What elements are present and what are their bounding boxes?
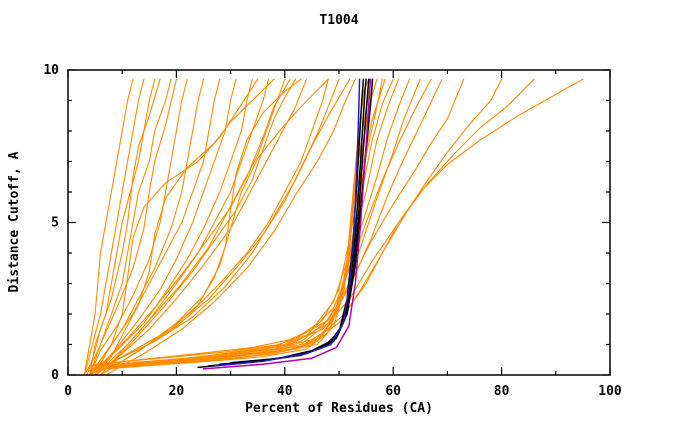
model-curve-orange [89, 78, 302, 376]
x-tick-label: 0 [64, 384, 72, 399]
model-curve-orange [94, 78, 465, 367]
model-curve-orange [89, 78, 156, 376]
model-curves [83, 78, 584, 376]
x-tick-label: 100 [598, 384, 622, 399]
model-curve-orange [94, 78, 329, 376]
model-curve-orange [99, 78, 503, 368]
model-curve-black [219, 78, 370, 366]
model-curve-orange [89, 78, 253, 376]
model-curve-black [197, 78, 365, 369]
model-curve-orange [99, 78, 443, 370]
model-curve-orange [89, 78, 172, 376]
x-tick-label: 40 [277, 384, 293, 399]
x-tick-label: 20 [169, 384, 185, 399]
model-curve-orange [89, 78, 386, 367]
model-curve-orange [89, 78, 221, 376]
model-curve-orange [94, 78, 275, 376]
model-curve-orange [83, 78, 134, 376]
model-curve-orange [83, 78, 145, 376]
model-curve-orange [89, 78, 188, 376]
model-curve-orange [89, 78, 373, 371]
axis-ticks [67, 69, 611, 376]
model-curve-orange [89, 78, 291, 376]
model-curve-orange [99, 78, 270, 376]
model-curve-blue [213, 78, 361, 367]
y-tick-label: 0 [51, 368, 59, 383]
x-tick-label: 60 [385, 384, 401, 399]
model-curve-orange [86, 78, 161, 376]
model-curve-black [229, 78, 374, 364]
model-curve-orange [89, 78, 351, 376]
x-axis-label: Percent of Residues (CA) [245, 401, 433, 416]
model-curve-orange [94, 78, 286, 376]
model-curve-magenta [202, 78, 372, 370]
model-curve-orange [94, 78, 400, 365]
y-tick-label: 5 [51, 216, 59, 231]
model-curve-orange [94, 78, 237, 376]
model-curve-orange [94, 78, 205, 376]
model-curve-orange [83, 78, 177, 376]
y-axis-label: Distance Cutoff, A [7, 151, 22, 292]
model-curve-orange [89, 78, 259, 376]
tick-labels: 0 20 40 60 80 100 0 5 10 [43, 63, 622, 399]
plot-title: T1004 [319, 13, 358, 28]
model-curve-orange [94, 78, 535, 367]
model-curve-orange [89, 78, 584, 370]
x-tick-label: 80 [494, 384, 510, 399]
y-tick-label: 10 [43, 63, 59, 78]
model-curve-orange [105, 78, 356, 376]
